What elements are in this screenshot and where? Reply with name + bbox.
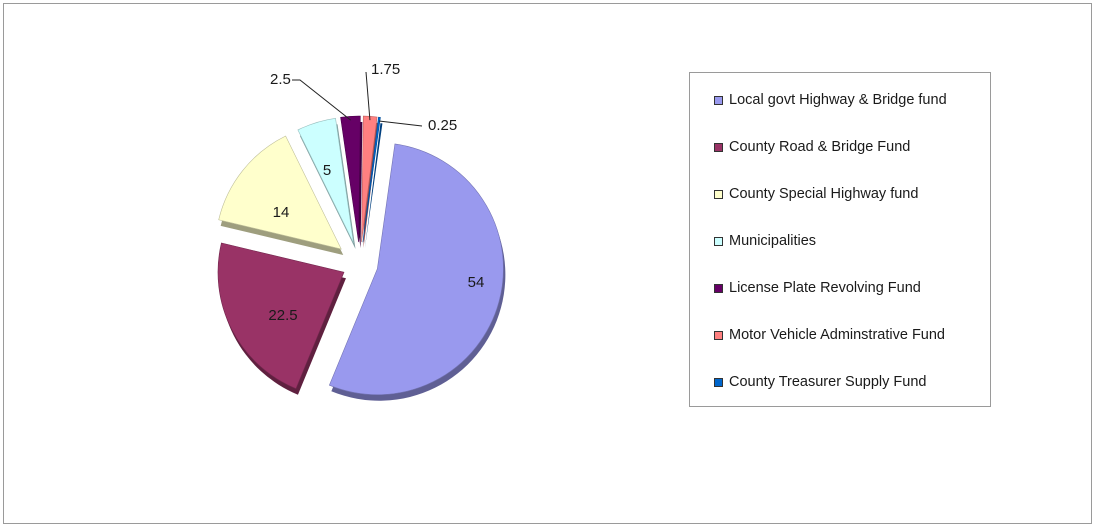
data-label: 1.75 bbox=[371, 61, 400, 78]
legend-swatch bbox=[714, 377, 723, 387]
legend-swatch bbox=[714, 330, 723, 340]
leader-line bbox=[365, 71, 371, 121]
pie-slice-3 bbox=[218, 135, 342, 250]
legend-swatch bbox=[714, 142, 723, 152]
data-label: 22.5 bbox=[268, 307, 297, 324]
legend-swatch bbox=[714, 189, 723, 199]
legend-swatch bbox=[714, 236, 723, 246]
legend-label: Local govt Highway & Bridge fund bbox=[729, 92, 947, 108]
leader-line bbox=[292, 79, 352, 121]
legend-label: County Special Highway fund bbox=[729, 186, 919, 202]
legend-label: Motor Vehicle Adminstrative Fund bbox=[729, 327, 945, 343]
legend-label: County Treasurer Supply Fund bbox=[729, 374, 927, 390]
legend-item: County Special Highway fund bbox=[714, 184, 918, 204]
legend-swatch bbox=[714, 95, 723, 105]
legend-item: County Road & Bridge Fund bbox=[714, 137, 910, 157]
legend-item: Local govt Highway & Bridge fund bbox=[714, 90, 947, 110]
legend-item: Municipalities bbox=[714, 231, 816, 251]
pie-slice-2 bbox=[217, 242, 345, 390]
legend-label: License Plate Revolving Fund bbox=[729, 280, 921, 296]
data-label: 54 bbox=[468, 274, 485, 291]
legend-item: Motor Vehicle Adminstrative Fund bbox=[714, 325, 945, 345]
legend-label: County Road & Bridge Fund bbox=[729, 139, 911, 155]
leader-line bbox=[378, 120, 423, 127]
legend-swatch bbox=[714, 283, 723, 293]
data-label: 5 bbox=[323, 162, 331, 179]
data-label: 14 bbox=[273, 204, 290, 221]
legend: Local govt Highway & Bridge fund County R… bbox=[689, 72, 991, 407]
pie-slice-7 bbox=[362, 116, 381, 243]
data-label: 0.25 bbox=[428, 117, 457, 134]
legend-item: County Treasurer Supply Fund bbox=[714, 372, 926, 392]
pie-slice-5 bbox=[340, 115, 361, 243]
pie-slice-1 bbox=[328, 143, 504, 395]
pie-slice-4 bbox=[297, 117, 354, 244]
pie-slice-depth bbox=[364, 123, 383, 249]
data-label: 2.5 bbox=[270, 71, 291, 88]
pie-slice-6 bbox=[361, 115, 378, 243]
legend-label: Municipalities bbox=[729, 233, 817, 249]
legend-item: License Plate Revolving Fund bbox=[714, 278, 921, 298]
